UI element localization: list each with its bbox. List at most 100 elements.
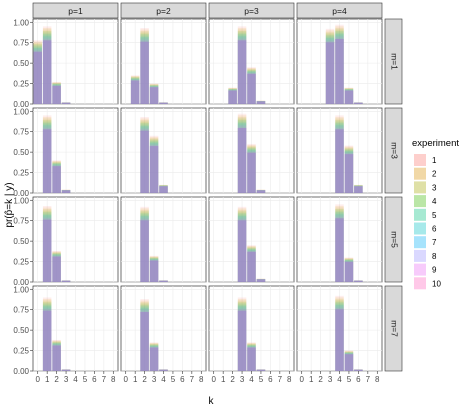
bar xyxy=(256,190,266,193)
facet-strip-label: m=3 xyxy=(389,142,399,159)
legend-label: 7 xyxy=(432,238,437,247)
bar xyxy=(344,90,354,104)
facet-strip-label: m=5 xyxy=(389,231,399,248)
bar xyxy=(159,102,168,104)
x-tick-label: 3 xyxy=(328,375,333,384)
bar xyxy=(149,260,159,282)
panel-m=5-p=2 xyxy=(120,196,207,283)
legend-label: 1 xyxy=(432,156,437,165)
legend-swatch xyxy=(414,195,426,208)
legend-swatch xyxy=(414,167,426,180)
bar xyxy=(61,190,71,193)
panel-m=7-p=1 xyxy=(32,285,119,372)
bar xyxy=(237,310,247,371)
facet-strip-label: m=7 xyxy=(389,320,399,337)
bar xyxy=(354,102,363,104)
bar xyxy=(42,129,52,193)
x-tick-label: 6 xyxy=(180,375,185,384)
bar xyxy=(247,152,256,193)
bar xyxy=(354,369,363,371)
legend-label: 6 xyxy=(432,225,437,234)
x-tick-label: 1 xyxy=(221,375,226,384)
bar xyxy=(140,312,149,371)
legend-label: 3 xyxy=(432,183,437,192)
panel-m=3-p=1 xyxy=(32,107,119,194)
facet-strip-p=4 xyxy=(296,2,383,19)
panel-m=5-p=4 xyxy=(296,196,383,283)
x-tick-label: 4 xyxy=(161,375,166,384)
x-axis-label: k xyxy=(209,396,215,407)
x-tick-label: 5 xyxy=(171,375,176,384)
bar xyxy=(52,345,61,371)
y-tick-label: 0.50 xyxy=(13,237,29,246)
bar xyxy=(344,261,354,282)
bar xyxy=(228,90,237,104)
legend-swatch xyxy=(414,154,426,166)
bar xyxy=(159,369,168,371)
panel-m=5-p=1 xyxy=(32,196,119,283)
facet-strip-m=3 xyxy=(384,107,403,194)
y-tick-label: 1.00 xyxy=(13,107,29,116)
legend-swatch xyxy=(414,249,426,262)
facet-strip-m=1 xyxy=(384,18,403,105)
facet-strip-p=3 xyxy=(208,2,295,19)
x-tick-label: 5 xyxy=(347,375,352,384)
panel-m=7-p=2 xyxy=(120,285,207,372)
bar xyxy=(52,166,61,193)
bar xyxy=(256,369,266,371)
x-tick-label: 8 xyxy=(111,375,116,384)
x-tick-label: 4 xyxy=(337,375,342,384)
y-tick-label: 0.25 xyxy=(13,169,29,178)
y-tick-label: 0.75 xyxy=(13,128,29,137)
y-tick-label: 0.25 xyxy=(13,347,29,356)
panel-m=1-p=4 xyxy=(296,18,383,105)
bar xyxy=(237,220,247,282)
legend-swatch xyxy=(414,236,426,249)
bar xyxy=(61,369,71,371)
facet-strip-label: p=1 xyxy=(68,6,83,16)
panel-m=7-p=4 xyxy=(296,285,383,372)
facet-strip-label: p=2 xyxy=(156,6,171,16)
legend-swatch xyxy=(414,277,426,290)
panel-m=3-p=3 xyxy=(208,107,295,194)
y-tick-label: 0.00 xyxy=(13,189,29,198)
x-tick-label: 3 xyxy=(152,375,157,384)
y-tick-label: 0.25 xyxy=(13,80,29,89)
legend-label: 2 xyxy=(432,170,437,179)
x-tick-label: 8 xyxy=(199,375,204,384)
x-tick-label: 6 xyxy=(92,375,97,384)
bar xyxy=(344,354,354,371)
x-tick-label: 2 xyxy=(54,375,59,384)
facet-strip-label: p=3 xyxy=(244,6,259,16)
x-tick-label: 2 xyxy=(230,375,235,384)
legend-swatch xyxy=(414,181,426,194)
x-tick-label: 0 xyxy=(123,375,128,384)
bar xyxy=(237,40,247,104)
bar xyxy=(52,256,61,282)
legend-swatch xyxy=(414,222,426,235)
x-tick-label: 4 xyxy=(249,375,254,384)
facet-strip-m=5 xyxy=(384,196,403,283)
bar xyxy=(354,186,363,193)
panel-m=3-p=4 xyxy=(296,107,383,194)
facet-grid: p=1 p=2 p=3 p=4 m=1 m=3 m=5 m=7 0.00 0.25 0.50 0.75… xyxy=(13,2,403,384)
bar xyxy=(149,87,159,104)
x-tick-label: 2 xyxy=(142,375,147,384)
bar xyxy=(354,280,363,282)
x-tick-label: 2 xyxy=(318,375,323,384)
legend-swatch xyxy=(414,208,426,221)
bar xyxy=(335,218,344,282)
bar xyxy=(325,42,335,104)
bar xyxy=(159,280,168,282)
bar xyxy=(335,309,344,371)
facet-strip-label: p=4 xyxy=(332,6,347,16)
panel-m=1-p=3 xyxy=(208,18,295,105)
x-tick-label: 4 xyxy=(73,375,78,384)
bar xyxy=(159,186,168,193)
x-tick-label: 7 xyxy=(190,375,195,384)
y-tick-label: 0.75 xyxy=(13,306,29,315)
legend: experiment 1 2 3 4 5 6 7 8 9 10 xyxy=(412,138,459,290)
y-tick-label: 0.50 xyxy=(13,59,29,68)
x-tick-label: 1 xyxy=(309,375,314,384)
